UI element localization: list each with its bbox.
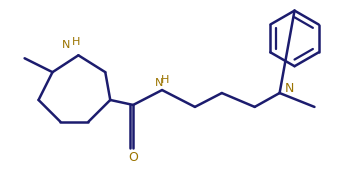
Text: H: H (161, 75, 169, 85)
Text: N: N (62, 40, 70, 50)
Text: N: N (285, 82, 294, 94)
Text: H: H (72, 37, 80, 47)
Text: N: N (155, 78, 163, 88)
Text: O: O (128, 151, 138, 164)
